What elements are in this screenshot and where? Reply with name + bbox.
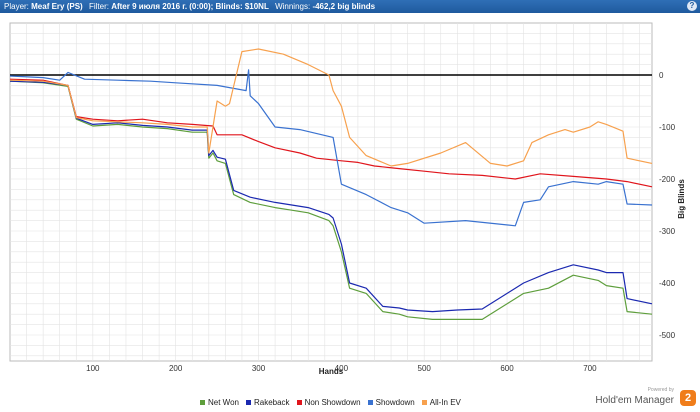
series-line-net-won: [9, 80, 653, 320]
y-tick-label: -400: [659, 279, 676, 288]
x-tick-label: 500: [418, 364, 432, 373]
legend-item[interactable]: Showdown: [367, 398, 415, 407]
x-tick-label: 600: [500, 364, 514, 373]
help-icon[interactable]: ?: [687, 1, 697, 11]
filter-value: After 9 июля 2016 г. (0:00); Blinds: $10…: [111, 2, 269, 11]
series-line-rakeback: [9, 80, 653, 313]
y-tick-label: -300: [659, 227, 676, 236]
x-tick-label: 100: [86, 364, 100, 373]
title-bar: Player: Meaf Ery (PS) Filter: After 9 ию…: [0, 0, 700, 13]
branding: Powered by Hold'em Manager 2: [586, 386, 696, 410]
y-tick-label: 0: [659, 71, 664, 80]
series-line-non-showdown: [9, 78, 653, 188]
plot-area: [9, 22, 653, 362]
legend-item[interactable]: Net Won: [200, 398, 239, 407]
powered-by-text: Powered by: [647, 387, 674, 393]
product-name: Hold'em Manager: [595, 395, 674, 406]
series-line-showdown: [9, 69, 653, 227]
legend-label: Non Showdown: [304, 398, 361, 407]
chart-lines: [9, 48, 653, 320]
player-label: Player:: [4, 2, 29, 11]
chart-legend: Net Won Rakeback Non Showdown Showdown All-I…: [200, 398, 468, 407]
winnings-label: Winnings:: [275, 2, 311, 11]
hm2-logo-icon: 2: [680, 390, 696, 406]
y-tick-label: -500: [659, 331, 676, 340]
legend-label: Rakeback: [253, 398, 290, 407]
legend-item[interactable]: Non Showdown: [296, 398, 361, 407]
legend-label: Net Won: [208, 398, 239, 407]
x-tick-label: 200: [169, 364, 183, 373]
legend-swatch: [421, 400, 427, 406]
x-tick-label: 700: [583, 364, 597, 373]
player-value: Meaf Ery (PS): [31, 2, 83, 11]
y-tick-label: -100: [659, 123, 676, 132]
filter-label: Filter:: [88, 2, 109, 11]
winnings-value: -462,2 big blinds: [312, 2, 376, 11]
winnings-chart: 100 200 300 400 500 600 700 0 -100 -200 -300 -400 -5…: [9, 22, 686, 376]
legend-label: All-In EV: [429, 398, 461, 407]
x-axis-label: Hands: [319, 367, 344, 376]
chart-grid: [9, 22, 653, 362]
y-axis-label: Big Blinds: [677, 179, 686, 219]
legend-item[interactable]: Rakeback: [245, 398, 290, 407]
chart-ticks: 100 200 300 400 500 600 700 0 -100 -200 -300 -400 -5…: [86, 71, 675, 373]
y-tick-label: -200: [659, 175, 676, 184]
legend-swatch: [245, 400, 251, 406]
legend-item[interactable]: All-In EV: [421, 398, 461, 407]
x-tick-label: 400: [335, 364, 349, 373]
x-tick-label: 300: [252, 364, 266, 373]
legend-swatch: [296, 400, 302, 406]
series-line-all-in-ev: [9, 48, 653, 167]
legend-swatch: [367, 400, 373, 406]
legend-swatch: [200, 400, 205, 406]
legend-label: Showdown: [375, 398, 415, 407]
